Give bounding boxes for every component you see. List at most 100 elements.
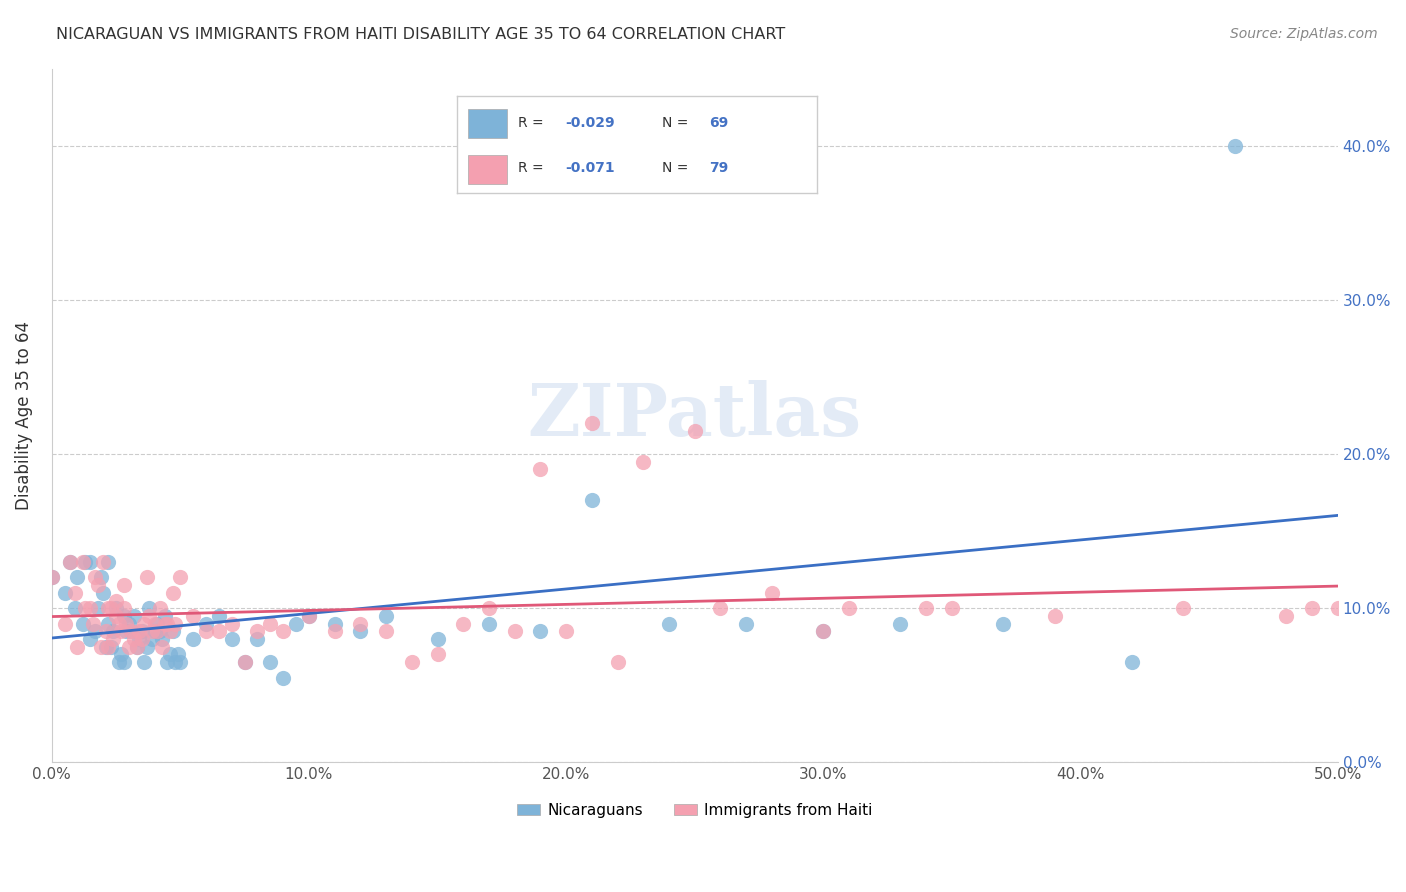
Point [165,655,187,669]
Point [75,555,97,569]
Point [838,601,860,615]
Point [451,616,474,631]
Point [633,455,655,469]
Point [143,616,166,631]
Point [271,624,294,639]
Point [103,632,125,646]
Point [128,624,150,639]
Point [146,624,169,639]
Point [97,616,120,631]
Point [478,601,501,615]
Point [889,616,911,631]
Point [53,616,76,631]
Point [90,570,112,584]
Point [1121,655,1143,669]
Point [159,624,181,639]
Point [162,586,184,600]
Point [941,601,963,615]
Point [122,609,145,624]
Point [72,616,94,631]
Point [63,601,86,615]
Point [156,616,179,631]
Point [169,570,191,584]
Point [91,586,114,600]
Legend: Nicaraguans, Immigrants from Haiti: Nicaraguans, Immigrants from Haiti [510,797,879,824]
Point [79,632,101,646]
Point [66,640,89,654]
Point [259,616,281,631]
Point [97,601,120,615]
Point [271,671,294,685]
Point [581,416,603,430]
Point [94,640,117,654]
Point [169,655,191,669]
Point [150,632,173,646]
Point [208,624,231,639]
Point [1173,601,1195,615]
Point [118,616,141,631]
Point [112,578,135,592]
Point [813,624,835,639]
Point [100,640,122,654]
Point [285,616,308,631]
Point [323,624,346,639]
Point [349,616,371,631]
Point [1275,609,1298,624]
Point [683,424,706,438]
Point [195,624,218,639]
Point [72,555,94,569]
Point [233,655,256,669]
Point [1301,601,1323,615]
Point [91,555,114,569]
Point [298,609,321,624]
Point [97,555,120,569]
Point [555,624,578,639]
Point [84,624,107,639]
Point [110,624,132,639]
Point [146,616,169,631]
Point [1326,601,1348,615]
Point [298,609,321,624]
Text: NICARAGUAN VS IMMIGRANTS FROM HAITI DISABILITY AGE 35 TO 64 CORRELATION CHART: NICARAGUAN VS IMMIGRANTS FROM HAITI DISA… [56,27,786,42]
Point [503,624,526,639]
Point [233,655,256,669]
Point [141,632,163,646]
Point [1223,138,1246,153]
Point [606,655,628,669]
Point [128,632,150,646]
Point [478,616,501,631]
Point [426,648,449,662]
Text: ZIPatlas: ZIPatlas [527,380,862,451]
Point [375,624,398,639]
Point [94,624,117,639]
Point [761,586,783,600]
Point [103,624,125,639]
Point [166,648,188,662]
Point [121,624,143,639]
Point [105,593,128,607]
Point [246,632,269,646]
Point [195,616,218,631]
Point [41,570,63,584]
Point [149,624,172,639]
Point [82,616,104,631]
Point [97,640,120,654]
Point [100,601,122,615]
Point [141,624,163,639]
Point [1043,609,1066,624]
Point [59,555,82,569]
Point [122,632,145,646]
Point [375,609,398,624]
Point [401,655,423,669]
Point [208,609,231,624]
Point [107,655,129,669]
Point [134,616,156,631]
Point [110,648,132,662]
Point [75,601,97,615]
Point [90,640,112,654]
Point [121,624,143,639]
Point [53,586,76,600]
Point [125,640,148,654]
Point [112,655,135,669]
Point [66,570,89,584]
